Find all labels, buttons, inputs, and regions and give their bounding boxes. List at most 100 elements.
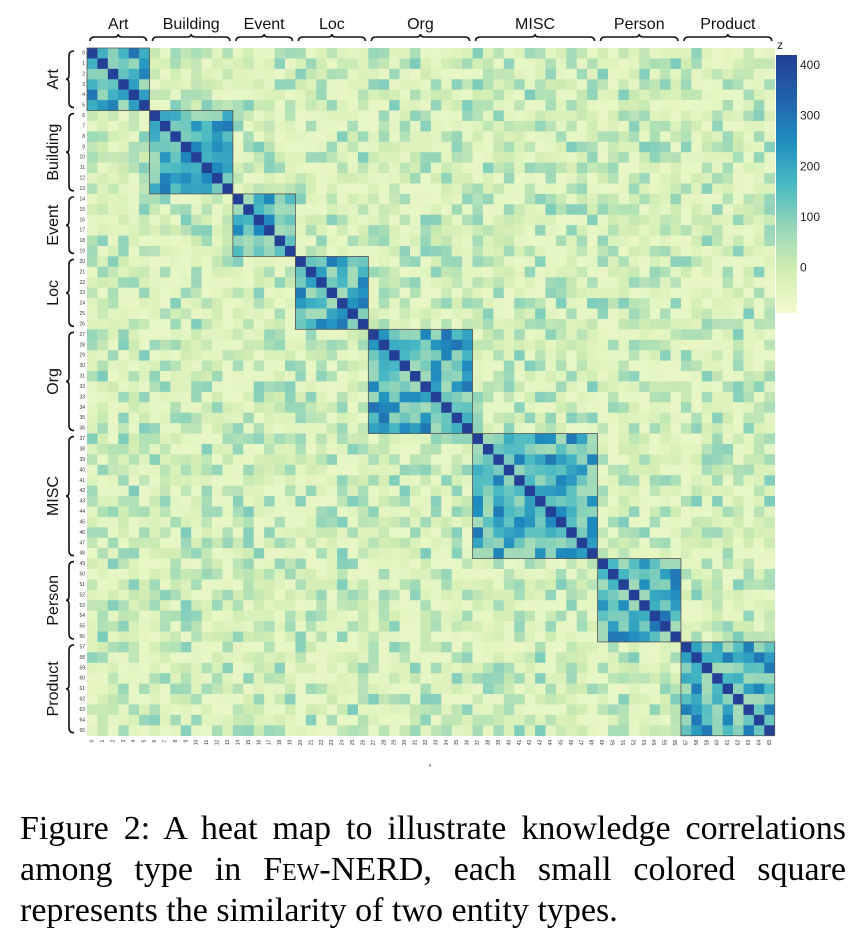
heatmap-cell: [482, 235, 494, 247]
heatmap-cell: [451, 225, 463, 236]
heatmap-cell: [566, 318, 578, 330]
heatmap-cell: [482, 68, 494, 80]
heatmap-cell: [503, 412, 515, 424]
heatmap-cell: [368, 298, 380, 309]
heatmap-cell: [733, 48, 744, 59]
heatmap-cell: [482, 631, 494, 643]
heatmap-cell: [264, 318, 275, 330]
heatmap-cell: [191, 454, 202, 466]
heatmap-cell: [170, 235, 182, 247]
heatmap-cell: [149, 714, 161, 726]
heatmap-cell: [264, 152, 275, 163]
heatmap-cell: [493, 381, 505, 393]
heatmap-cell: [389, 516, 400, 528]
heatmap-cell: [264, 714, 275, 726]
heatmap-cell: [722, 308, 734, 320]
heatmap-cell: [399, 537, 411, 549]
heatmap-cell: [691, 537, 703, 549]
heatmap-cell: [503, 694, 515, 705]
heatmap-cell: [264, 402, 275, 413]
heatmap-cell: [326, 485, 338, 497]
heatmap-cell: [639, 558, 650, 570]
heatmap-cell: [670, 610, 682, 622]
heatmap-cell: [701, 412, 713, 424]
heatmap-cell: [649, 371, 661, 382]
heatmap-cell: [253, 350, 265, 361]
heatmap-cell: [222, 402, 234, 413]
heatmap-cell: [587, 308, 598, 320]
heatmap-cell: [420, 162, 432, 174]
heatmap-cell: [743, 308, 755, 320]
heatmap-cell: [347, 141, 359, 153]
heatmap-cell: [212, 610, 223, 622]
heatmap-cell: [462, 131, 473, 143]
heatmap-cell: [212, 162, 223, 174]
heatmap-cell: [316, 360, 327, 372]
heatmap-cell: [87, 621, 98, 632]
heatmap-cell: [680, 48, 692, 59]
heatmap-cell: [420, 662, 432, 674]
heatmap-cell: [243, 162, 255, 174]
heatmap-cell: [191, 204, 202, 216]
heatmap-cell: [524, 485, 536, 497]
heatmap-cell: [524, 704, 536, 716]
heatmap-cell: [587, 454, 598, 466]
heatmap-cell: [587, 662, 598, 674]
heatmap-cell: [389, 652, 400, 664]
heatmap-cell: [597, 464, 609, 476]
heatmap-cell: [107, 235, 119, 247]
heatmap-cell: [212, 360, 223, 372]
heatmap-cell: [722, 673, 734, 684]
heatmap-cell: [264, 266, 275, 278]
heatmap-cell: [587, 569, 598, 580]
heatmap-cell: [118, 256, 129, 268]
heatmap-cell: [337, 329, 348, 341]
heatmap-cell: [274, 120, 286, 132]
heatmap-cell: [284, 329, 296, 341]
heatmap-cell: [243, 173, 255, 184]
heatmap-cell: [420, 589, 432, 601]
heatmap-cell: [368, 381, 380, 393]
heatmap-cell: [274, 537, 286, 549]
heatmap-cell: [753, 100, 765, 111]
heatmap-cell: [149, 423, 161, 434]
heatmap-cell: [305, 79, 317, 90]
heatmap-cell: [649, 339, 661, 351]
heatmap-cell: [639, 704, 650, 716]
heatmap-cell: [764, 79, 776, 90]
heatmap-cell: [368, 589, 380, 601]
heatmap-cell: [232, 266, 244, 278]
heatmap-cell: [701, 537, 713, 549]
heatmap-cell: [139, 673, 150, 684]
heatmap-cell: [243, 277, 255, 288]
heatmap-cell: [722, 548, 734, 559]
heatmap-cell: [618, 162, 630, 174]
heatmap-cell: [253, 245, 265, 257]
heatmap-cell: [587, 79, 598, 90]
heatmap-cell: [587, 193, 598, 205]
heatmap-cell: [691, 58, 703, 70]
heatmap-cell: [232, 443, 244, 455]
heatmap-cell: [337, 464, 348, 476]
heatmap-cell: [326, 266, 338, 278]
group-label-left: MISC: [45, 476, 62, 516]
heatmap-cell: [243, 89, 255, 101]
heatmap-cell: [305, 48, 317, 59]
heatmap-cell: [170, 600, 182, 611]
heatmap-cell: [680, 89, 692, 101]
heatmap-cell: [722, 558, 734, 570]
heatmap-cell: [357, 527, 369, 539]
heatmap-cell: [680, 287, 692, 299]
heatmap-cell: [722, 256, 734, 268]
heatmap-cell: [628, 412, 640, 424]
x-tick-label: 0: [90, 740, 96, 743]
heatmap-cell: [535, 131, 546, 143]
heatmap-cell: [201, 621, 213, 632]
heatmap-cell: [472, 683, 484, 695]
heatmap-cell: [253, 371, 265, 382]
heatmap-cell: [597, 391, 609, 403]
heatmap-cell: [191, 662, 202, 674]
heatmap-cell: [649, 704, 661, 716]
heatmap-cell: [264, 79, 275, 90]
heatmap-cell: [284, 308, 296, 320]
